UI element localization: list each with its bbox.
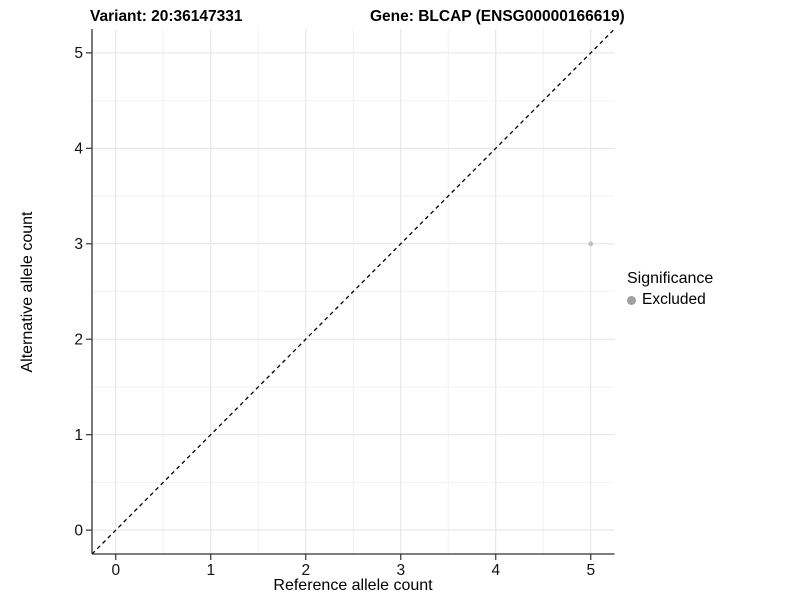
legend-item-label: Excluded <box>642 291 706 308</box>
y-tick-label: 4 <box>74 141 83 158</box>
x-tick-label: 5 <box>586 562 595 579</box>
y-axis-title: Alternative allele count <box>19 211 36 373</box>
legend-item: Excluded <box>627 291 713 309</box>
y-tick-label: 5 <box>74 45 83 62</box>
legend-title: Significance <box>627 270 714 287</box>
legend: Significance Excluded <box>627 270 713 309</box>
x-axis-title: Reference allele count <box>273 577 433 594</box>
plot-title-gene: Gene: BLCAP (ENSG00000166619) <box>370 8 625 25</box>
y-tick-label: 1 <box>74 427 83 444</box>
y-tick-label: 3 <box>74 236 83 253</box>
x-tick-label: 1 <box>206 562 215 579</box>
x-tick-label: 2 <box>301 562 310 579</box>
x-tick-label: 0 <box>111 562 120 579</box>
x-tick-label: 3 <box>396 562 405 579</box>
x-tick-label: 4 <box>491 562 500 579</box>
identity-line <box>91 28 615 555</box>
y-tick-label: 0 <box>74 522 83 539</box>
plot-title-variant: Variant: 20:36147331 <box>90 8 243 25</box>
data-point <box>588 241 594 247</box>
y-tick-label: 2 <box>74 332 83 349</box>
legend-point-icon <box>627 295 636 305</box>
